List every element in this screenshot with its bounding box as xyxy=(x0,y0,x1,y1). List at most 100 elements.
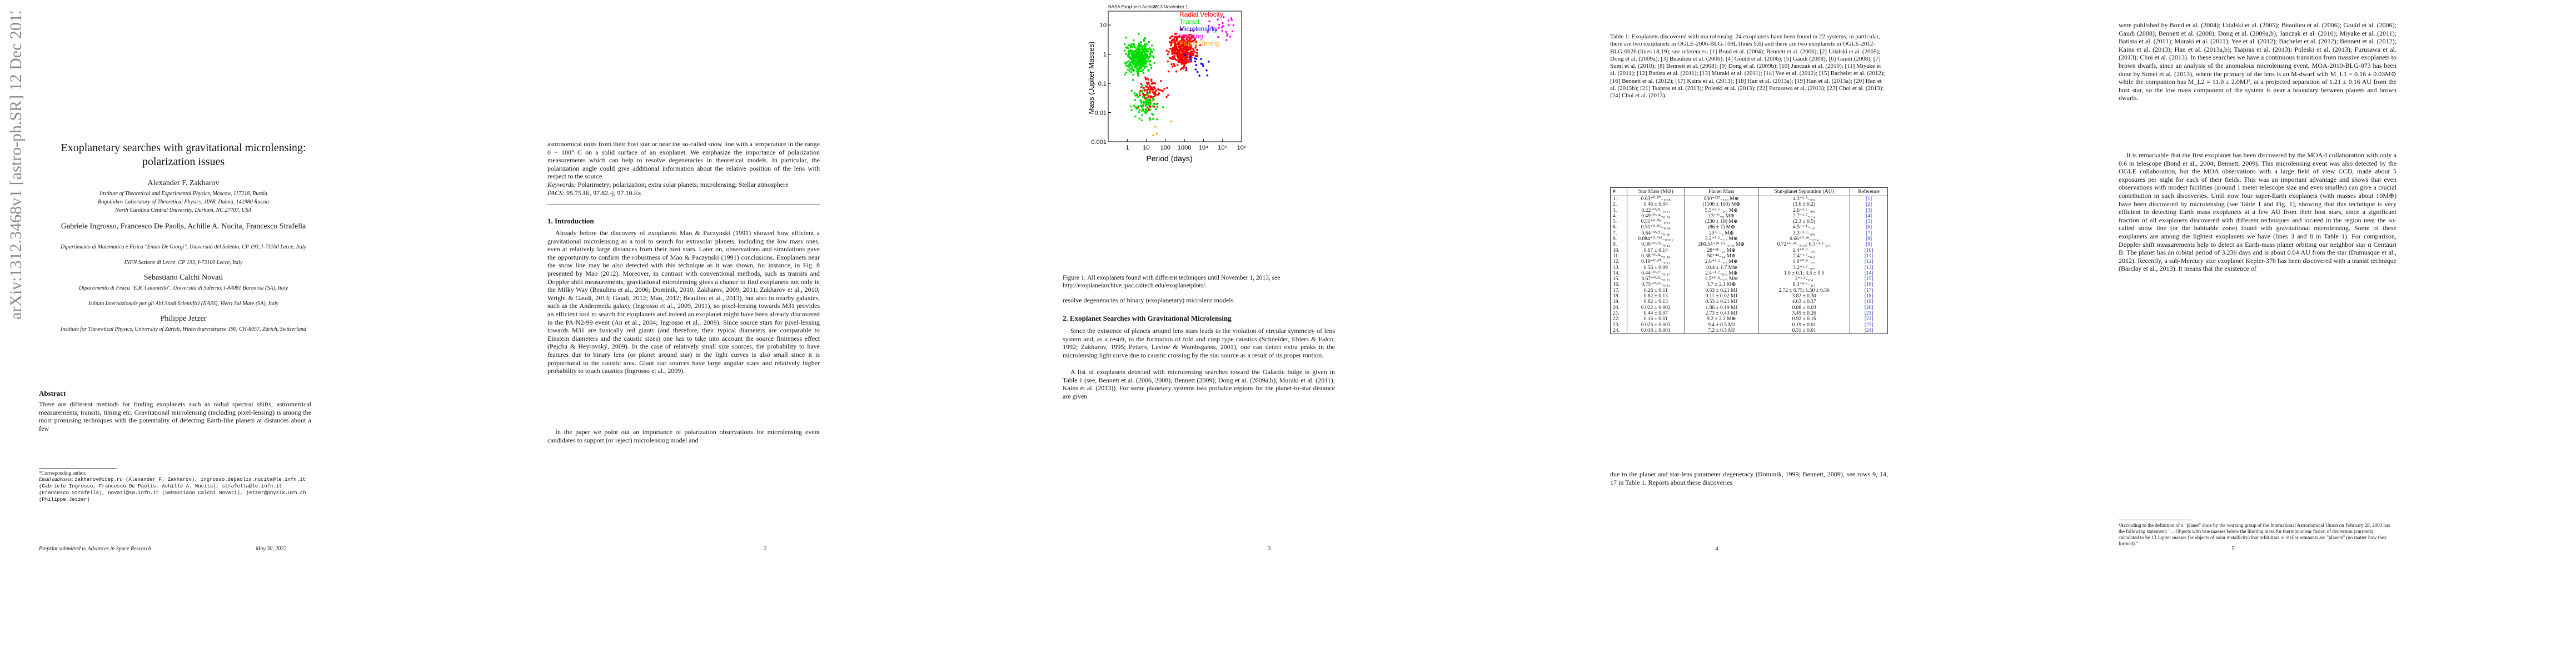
table-cell: (1100 ± 100) M⊕ xyxy=(1684,202,1758,208)
data-point xyxy=(1125,61,1128,63)
data-point xyxy=(1150,49,1153,51)
data-point xyxy=(1144,103,1147,106)
paragraph: It is remarkable that the first exoplane… xyxy=(2119,151,2396,273)
data-point xyxy=(1179,28,1182,31)
table-cell: 3.2⁺¹·⁹₋₀.₅ xyxy=(1757,265,1851,271)
data-point xyxy=(1128,70,1131,72)
data-point xyxy=(1194,68,1197,71)
table-cell: [12] xyxy=(1850,259,1888,265)
data-point xyxy=(1202,65,1204,67)
affiliation: Institute for Theoretical Physics, Unive… xyxy=(60,326,307,332)
table-cell: [19] xyxy=(1850,299,1888,305)
data-point xyxy=(1141,52,1144,55)
data-point xyxy=(1133,39,1135,42)
data-point xyxy=(1144,93,1147,96)
data-point xyxy=(1150,67,1153,69)
data-point xyxy=(1140,48,1143,50)
table-cell: 0.51⁺⁰·⁰⁵₋₀.₀₄ xyxy=(1626,225,1685,231)
table-cell: 20. xyxy=(1610,305,1627,311)
table-cell: 0.44⁺⁰·²⁷₋₀.₁₇ xyxy=(1626,270,1685,277)
data-point xyxy=(1195,58,1198,60)
data-point xyxy=(1228,24,1230,27)
table-cell: [24] xyxy=(1850,327,1888,334)
data-point xyxy=(1158,89,1161,91)
data-point xyxy=(1148,104,1150,106)
table-cell: 0.084⁺⁰·⁰¹⁵₋₀.₀₁₂ xyxy=(1626,236,1685,242)
data-point xyxy=(1177,52,1179,54)
table-cell: 0.66⁺⁰·¹⁹₋₀.₁₄ xyxy=(1757,236,1851,242)
table-cell: [13] xyxy=(1850,265,1888,271)
data-point xyxy=(1189,39,1191,41)
data-point xyxy=(1128,63,1130,66)
data-point xyxy=(1150,44,1153,47)
table-cell: 2.7⁺¹·⁷₋₁.₄ xyxy=(1757,213,1851,220)
table-cell: 0.53 ± 0.21 MJ xyxy=(1684,287,1758,294)
y-tick-label: 1 xyxy=(1103,52,1107,58)
data-point xyxy=(1152,88,1154,91)
data-point xyxy=(1153,62,1155,64)
data-point xyxy=(1182,60,1184,63)
data-point xyxy=(1140,104,1142,107)
data-point xyxy=(1153,106,1155,108)
data-point xyxy=(1138,33,1140,35)
pacs-text: 95.75.Hi, 97.82.-j, 97.10.Ex xyxy=(566,188,641,197)
data-point xyxy=(1138,111,1140,113)
data-point xyxy=(1167,94,1169,96)
data-point xyxy=(1225,31,1227,33)
table-row: 11. 0.38⁺⁰·³⁴₋₀.₁₈ 50⁺⁴⁴₋₂₄ M⊕ 2.4⁺¹·²₋₀.₆[… xyxy=(1610,253,1888,260)
footnote-emails: zakharov@itep.ru (Alexander F. Zakharov)… xyxy=(39,477,306,502)
data-point xyxy=(1192,29,1194,32)
data-point xyxy=(1134,94,1137,97)
table-cell: 0.64⁺⁰·²¹₋₀.₂₆ xyxy=(1626,230,1685,237)
data-point xyxy=(1136,68,1138,70)
data-point xyxy=(1202,63,1204,66)
data-point xyxy=(1134,98,1136,101)
table-row: 21. 0.44 ± 0.07 2.73 ± 0.43 MJ 3.45 ± 0.26[… xyxy=(1610,310,1888,317)
table-cell: 0.022 ± 0.002 xyxy=(1626,305,1685,311)
table-cell: 7.2 ± 0.5 MJ xyxy=(1684,327,1758,334)
data-point xyxy=(1148,107,1150,109)
table-cell: 2⁺¹·¹₋₀.₄ xyxy=(1757,276,1851,282)
data-point xyxy=(1196,49,1199,51)
data-point xyxy=(1154,92,1156,94)
data-point xyxy=(1137,106,1139,109)
data-point xyxy=(1182,50,1185,53)
data-point xyxy=(1129,49,1132,51)
affiliation: Institute of Theoretical and Experimenta… xyxy=(99,191,267,197)
data-point xyxy=(1131,51,1133,53)
table-cell: [7] xyxy=(1850,230,1888,237)
arxiv-stamp: arXiv:1312.3468v1 [astro-ph.SR] 12 Dec 2… xyxy=(4,6,27,322)
paragraph: A list of exoplanets detected with micro… xyxy=(1063,368,1335,400)
page-number: 4 xyxy=(1715,546,1718,552)
data-point xyxy=(1149,100,1152,102)
table-header-row: # Star Mass (M⊙) Planet Mass Star-planet Se… xyxy=(1610,187,1888,196)
data-point xyxy=(1174,46,1177,48)
data-point xyxy=(1125,71,1128,74)
data-point xyxy=(1154,95,1156,97)
table-cell: 14. xyxy=(1610,270,1627,277)
data-point xyxy=(1222,25,1224,27)
table-header-4: Reference xyxy=(1850,187,1888,196)
data-point xyxy=(1151,105,1154,107)
data-point xyxy=(1174,43,1176,45)
data-point xyxy=(1148,101,1150,104)
data-point xyxy=(1133,43,1135,45)
footnote-email-label: Email addresses: xyxy=(39,476,73,482)
data-point xyxy=(1141,70,1143,72)
data-point xyxy=(1171,35,1174,37)
data-point xyxy=(1148,95,1150,97)
data-point xyxy=(1188,44,1191,46)
data-point xyxy=(1138,92,1141,94)
data-point xyxy=(1128,44,1130,47)
data-point xyxy=(1206,74,1209,77)
data-point xyxy=(1175,38,1178,41)
data-point xyxy=(1162,89,1164,92)
page-3: Figure 1: All exoplanets found with diff… xyxy=(1030,0,1546,667)
data-point xyxy=(1195,44,1197,47)
data-point xyxy=(1144,76,1147,79)
table-cell: 0.82 ± 0.13 xyxy=(1626,293,1685,300)
data-point xyxy=(1186,49,1189,52)
data-point xyxy=(1183,64,1185,66)
data-point xyxy=(1140,54,1143,56)
data-point xyxy=(1175,59,1178,61)
